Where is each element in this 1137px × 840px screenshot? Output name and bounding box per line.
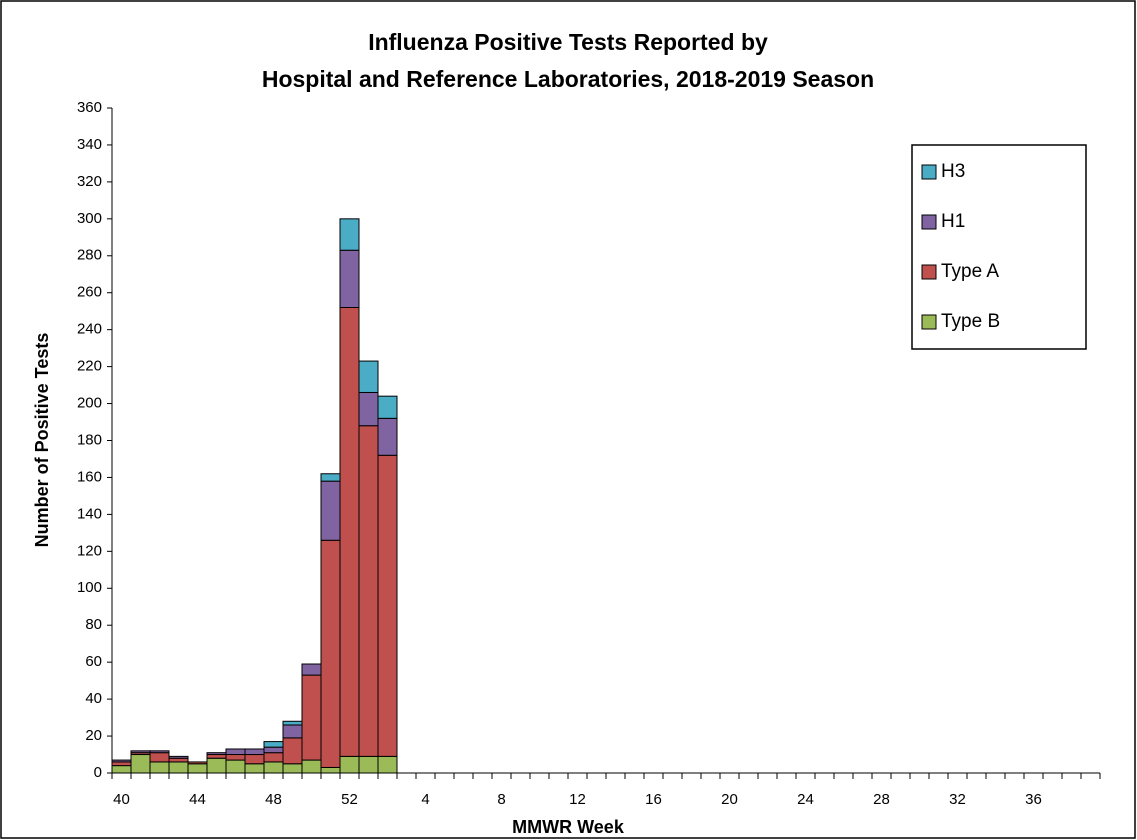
y-tick-label: 300 xyxy=(77,210,102,227)
bar-segment xyxy=(358,391,379,427)
bar-segment xyxy=(263,761,284,774)
y-tick-label: 200 xyxy=(77,395,102,412)
bar-segment xyxy=(301,663,322,676)
bar-segment xyxy=(301,674,322,761)
bar-segment xyxy=(320,539,341,768)
y-tick-label: 100 xyxy=(77,579,102,596)
legend-swatch xyxy=(921,164,937,180)
y-tick-label: 160 xyxy=(77,468,102,485)
bar-segment xyxy=(358,755,379,774)
bar-segment xyxy=(187,763,208,774)
x-tick-label: 24 xyxy=(797,791,814,808)
bar-segment xyxy=(282,737,303,765)
bar-segment xyxy=(206,757,227,774)
bar-segment xyxy=(358,360,379,393)
legend-box xyxy=(911,144,1087,350)
y-tick-label: 220 xyxy=(77,358,102,375)
bar-segment xyxy=(130,754,151,774)
bar-segment xyxy=(187,761,208,765)
legend-label: H3 xyxy=(941,161,965,182)
bar-segment xyxy=(225,759,246,774)
bar-segment xyxy=(282,724,303,739)
bar-segment xyxy=(244,748,265,756)
y-tick-label: 20 xyxy=(85,727,102,744)
y-tick-label: 40 xyxy=(85,690,102,707)
y-tick-label: 340 xyxy=(77,136,102,153)
bar-segment xyxy=(377,395,398,419)
legend-label: H1 xyxy=(941,211,965,232)
x-tick-label: 48 xyxy=(265,791,282,808)
x-tick-label: 16 xyxy=(645,791,662,808)
legend-label: Type B xyxy=(941,311,1000,332)
bar-segment xyxy=(149,752,170,763)
y-tick-label: 60 xyxy=(85,653,102,670)
y-axis-title: Number of Positive Tests xyxy=(32,333,52,548)
x-tick-label: 12 xyxy=(569,791,586,808)
bar-segment xyxy=(244,763,265,774)
bar-segment xyxy=(168,761,189,774)
y-tick-label: 120 xyxy=(77,542,102,559)
y-tick-label: 180 xyxy=(77,431,102,448)
bar-segment xyxy=(282,720,303,726)
x-tick-label: 32 xyxy=(949,791,966,808)
bar-segment xyxy=(339,249,360,309)
x-tick-label: 52 xyxy=(341,791,358,808)
bar-segment xyxy=(282,763,303,774)
bar-segment xyxy=(149,750,170,754)
bar-segment xyxy=(320,473,341,482)
bar-segment xyxy=(263,741,284,748)
y-tick-label: 360 xyxy=(77,99,102,116)
bar-segment xyxy=(320,480,341,541)
bar-segment xyxy=(377,755,398,774)
bar-segment xyxy=(301,759,322,774)
bar-segment xyxy=(168,757,189,763)
legend-swatch xyxy=(921,214,937,230)
bar-segment xyxy=(111,759,132,763)
bar-segment xyxy=(377,454,398,757)
bar-segment xyxy=(225,748,246,756)
y-tick-label: 0 xyxy=(94,764,102,781)
bar-segment xyxy=(263,746,284,754)
bar-segment xyxy=(358,425,379,757)
bar-segment xyxy=(206,754,227,759)
bar-segment xyxy=(320,766,341,774)
bar-segment xyxy=(111,765,132,774)
bar-segment xyxy=(339,755,360,774)
bar-segment xyxy=(244,754,265,765)
bar-segment xyxy=(339,218,360,251)
legend-label: Type A xyxy=(941,261,999,282)
x-tick-label: 8 xyxy=(497,791,505,808)
bar-segment xyxy=(263,752,284,763)
bar-segment xyxy=(149,761,170,774)
x-tick-label: 44 xyxy=(189,791,206,808)
bar-segment xyxy=(130,750,151,754)
bar-segment xyxy=(206,752,227,756)
y-tick-label: 80 xyxy=(85,616,102,633)
legend-swatch xyxy=(921,314,937,330)
bar-segment xyxy=(111,761,132,767)
y-tick-label: 280 xyxy=(77,247,102,264)
y-tick-label: 320 xyxy=(77,173,102,190)
legend-swatch xyxy=(921,264,937,280)
bar-segment xyxy=(339,307,360,757)
bar-segment xyxy=(225,754,246,761)
chart-title: Influenza Positive Tests Reported by xyxy=(368,29,768,55)
y-tick-label: 260 xyxy=(77,284,102,301)
x-tick-label: 4 xyxy=(421,791,429,808)
x-tick-label: 28 xyxy=(873,791,890,808)
bar-segment xyxy=(168,755,189,759)
y-tick-label: 240 xyxy=(77,321,102,338)
y-tick-label: 140 xyxy=(77,505,102,522)
x-tick-label: 40 xyxy=(113,791,130,808)
bar-segment xyxy=(377,417,398,456)
chart-title: Hospital and Reference Laboratories, 201… xyxy=(262,66,874,92)
x-axis-title: MMWR Week xyxy=(512,817,625,837)
x-tick-label: 20 xyxy=(721,791,738,808)
x-tick-label: 36 xyxy=(1025,791,1042,808)
